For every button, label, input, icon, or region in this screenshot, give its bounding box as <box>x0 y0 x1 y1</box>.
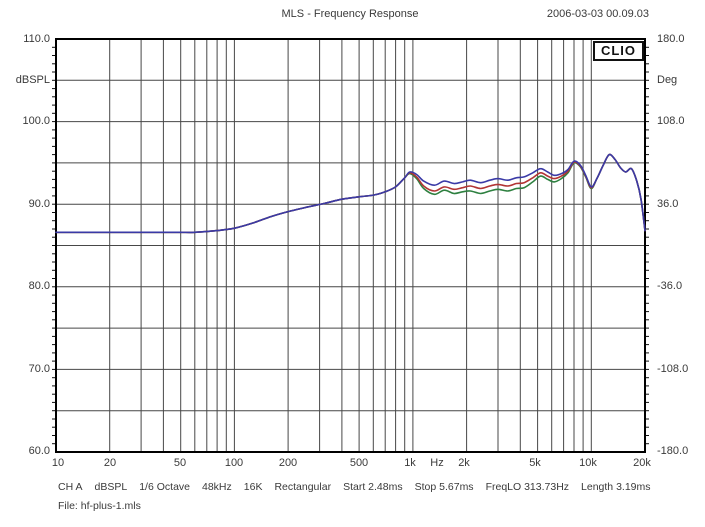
status-length: Length 3.19ms <box>581 481 651 493</box>
x-tick-50: 50 <box>173 457 187 469</box>
x-tick-20k: 20k <box>633 457 651 469</box>
frequency-response-curve-blue <box>55 153 646 234</box>
status-unit: dBSPL <box>94 481 128 493</box>
status-stop-time: Stop 5.67ms <box>414 481 474 493</box>
status-start-time: Start 2.48ms <box>343 481 403 493</box>
x-tick-20: 20 <box>103 457 117 469</box>
file-name: File: hf-plus-1.mls <box>58 500 141 512</box>
y-left-tick-100: 100.0 <box>22 115 50 127</box>
frequency-response-curve-red <box>55 153 646 234</box>
y-left-tick-90: 90.0 <box>28 198 50 210</box>
clio-logo: CLIO <box>592 41 644 61</box>
plot-border <box>55 38 646 453</box>
y-right-tick-36: 36.0 <box>657 198 679 210</box>
y-right-tick-180: 180.0 <box>657 33 685 45</box>
x-tick-10k: 10k <box>579 457 597 469</box>
status-window: Rectangular <box>274 481 332 493</box>
chart-title: MLS - Frequency Response <box>281 8 419 20</box>
status-smoothing: 1/6 Octave <box>139 481 190 493</box>
status-channel: CH A <box>58 481 83 493</box>
status-samplerate: 48kHz <box>202 481 232 493</box>
y-right-tick--36: -36.0 <box>657 280 683 292</box>
y-left-tick-70: 70.0 <box>28 363 50 375</box>
y-right-tick--180: -180.0 <box>657 445 689 457</box>
grid <box>56 39 645 452</box>
y-left-tick-80: 80.0 <box>28 280 50 292</box>
y-left-unit: dBSPL <box>15 74 50 86</box>
x-tick-500: 500 <box>349 457 369 469</box>
x-tick-2k: 2k <box>458 457 470 469</box>
y-left-tick-60: 60.0 <box>28 445 50 457</box>
status-bar: CH A dBSPL 1/6 Octave 48kHz 16K Rectangu… <box>58 481 651 493</box>
frequency-response-curve-green <box>55 153 646 234</box>
x-tick-10: 10 <box>51 457 65 469</box>
x-tick-1k: 1k <box>404 457 416 469</box>
y-right-tick--108: -108.0 <box>657 363 689 375</box>
x-tick-5k: 5k <box>529 457 541 469</box>
y-left-tick-110: 110.0 <box>23 33 50 45</box>
x-axis-unit: Hz <box>430 457 444 469</box>
y-right-tick-108: 108.0 <box>657 115 685 127</box>
x-tick-100: 100 <box>224 457 244 469</box>
measurement-datetime: 2006-03-03 00.09.03 <box>546 8 649 20</box>
status-size: 16K <box>243 481 263 493</box>
status-freq-lo: FreqLO 313.73Hz <box>485 481 570 493</box>
x-tick-200: 200 <box>278 457 298 469</box>
y-right-unit: Deg <box>657 74 678 86</box>
